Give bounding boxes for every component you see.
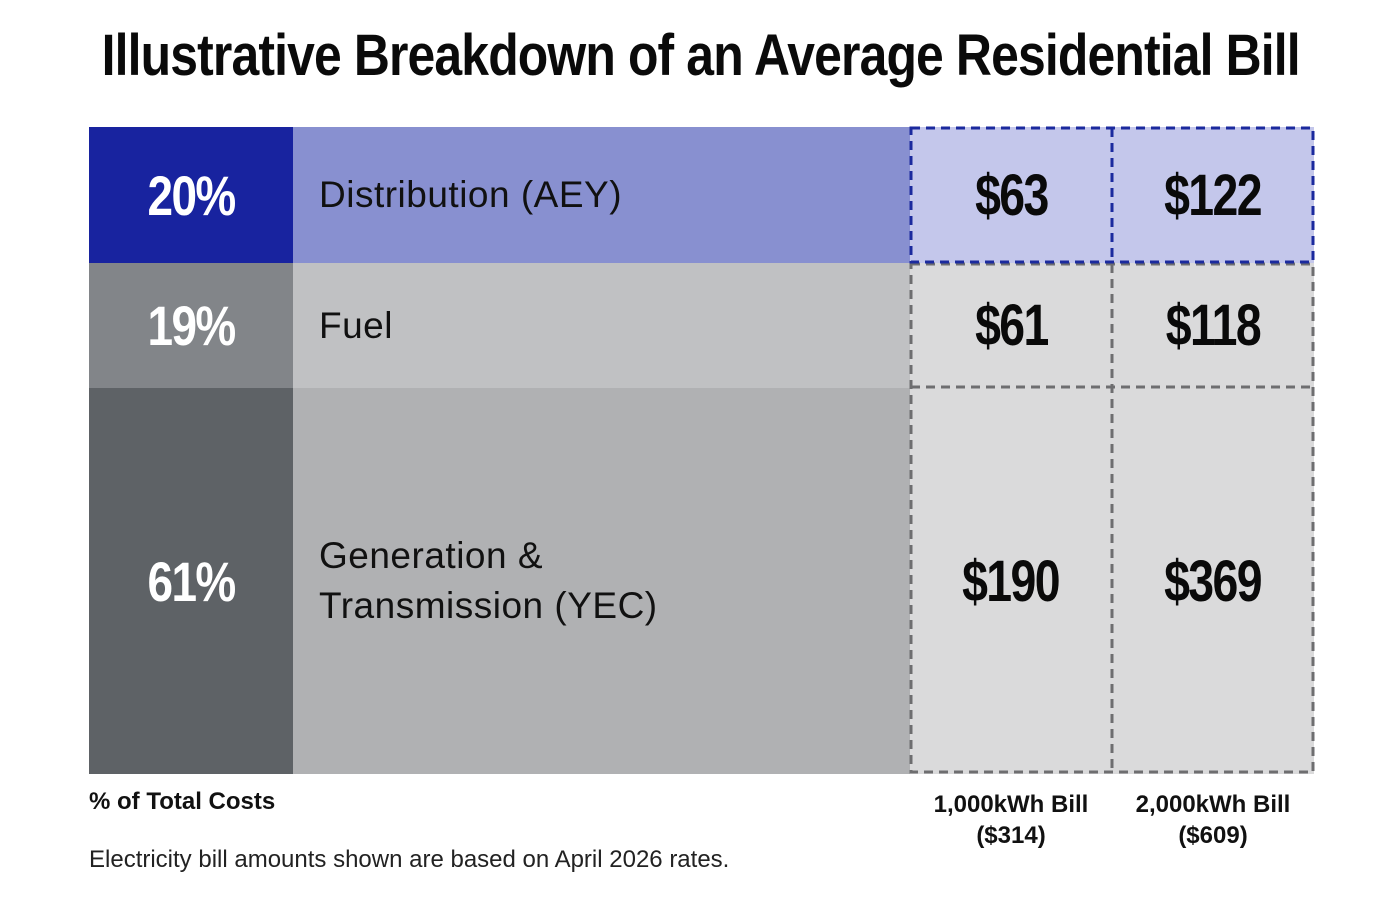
value-cell-generation-1000: $190 (910, 388, 1112, 774)
value-cell-fuel-1000: $61 (910, 263, 1112, 388)
column-header-1000kwh-line1: 1,000kWh Bill (933, 791, 1089, 818)
category-cell-distribution: Distribution (AEY) (293, 127, 910, 263)
chart-title: Illustrative Breakdown of an Average Res… (101, 23, 1301, 88)
percent-label-fuel: 19% (147, 294, 237, 357)
value-cell-distribution-2000: $122 (1112, 127, 1314, 263)
category-label-generation: Generation & Transmission (YEC) (319, 535, 658, 626)
column-header-2000kwh-line2: ($609) (1178, 822, 1248, 849)
category-label-fuel: Fuel (319, 304, 393, 346)
column-header-1000kwh: 1,000kWh Bill ($314) (910, 789, 1112, 851)
category-label-distribution: Distribution (AEY) (319, 174, 623, 215)
percent-cell-generation: 61% (89, 388, 293, 774)
column-header-2000kwh: 2,000kWh Bill ($609) (1112, 789, 1314, 851)
percent-cell-fuel: 19% (89, 263, 293, 388)
category-cell-fuel: Fuel (293, 263, 910, 388)
value-cell-fuel-2000: $118 (1112, 263, 1314, 388)
value-label-distribution-2000: $122 (1164, 162, 1263, 228)
percent-column-label: % of Total Costs (89, 788, 276, 815)
value-label-generation-2000: $369 (1164, 548, 1263, 614)
column-header-1000kwh-line2: ($314) (976, 822, 1046, 849)
percent-label-distribution: 20% (147, 163, 237, 227)
category-cell-generation: Generation & Transmission (YEC) (293, 388, 910, 774)
value-label-fuel-2000: $118 (1165, 293, 1262, 358)
column-header-2000kwh-line1: 2,000kWh Bill (1135, 791, 1291, 818)
value-cell-generation-2000: $369 (1112, 388, 1314, 774)
value-label-generation-1000: $190 (962, 548, 1061, 614)
value-label-distribution-1000: $63 (974, 162, 1049, 228)
percent-label-generation: 61% (147, 549, 237, 613)
percent-cell-distribution: 20% (89, 127, 293, 263)
footnote: Electricity bill amounts shown are based… (89, 846, 730, 873)
value-cell-distribution-1000: $63 (910, 127, 1112, 263)
value-label-fuel-1000: $61 (974, 293, 1049, 358)
